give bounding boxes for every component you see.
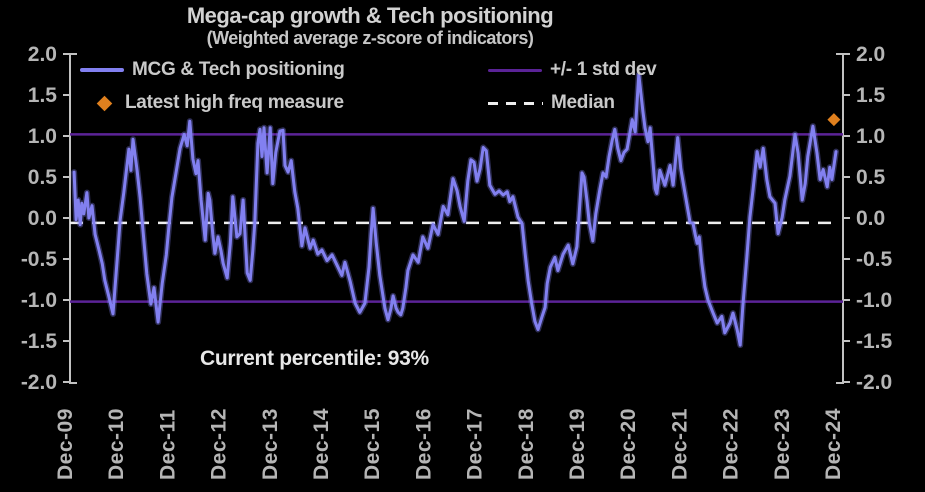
x-axis-labels: Dec-09 Dec-10 Dec-11 Dec-12 Dec-13 Dec-14 Dec-… <box>54 408 845 480</box>
legend-item-stddev: +/- 1 std dev <box>488 59 657 81</box>
y-tick-label-right: 0.0 <box>856 207 885 230</box>
annotation-current-percentile: Current percentile: 93% <box>200 347 429 370</box>
legend-label-stddev: +/- 1 std dev <box>550 59 657 80</box>
x-tick-label: Dec-18 <box>515 408 538 480</box>
stddev-line-icon <box>488 68 542 72</box>
x-tick-label: Dec-10 <box>105 408 128 480</box>
x-tick-label: Dec-23 <box>771 408 794 480</box>
y-tick-label-right: -1.0 <box>856 289 892 312</box>
y-tick-label-left: -0.5 <box>21 248 58 271</box>
legend-label-latest: Latest high freq measure <box>125 92 344 113</box>
y-tick-label-right: 1.0 <box>856 125 885 148</box>
x-tick-label: Dec-11 <box>156 409 179 480</box>
y-tick-label-left: 1.0 <box>28 125 57 148</box>
y-tick-label-left: -1.5 <box>21 330 58 353</box>
legend-item-latest: Latest high freq measure <box>96 92 344 114</box>
x-tick-label: Dec-15 <box>361 408 384 480</box>
y-tick-label-right: -1.5 <box>856 330 893 353</box>
x-tick-label: Dec-09 <box>54 408 77 480</box>
y-tick-label-left: 1.5 <box>28 84 58 107</box>
latest-measure-diamond <box>827 113 841 127</box>
series-line-icon <box>80 68 124 72</box>
stddev-lines <box>70 133 843 303</box>
y-tick-label-left: 0.5 <box>28 166 58 189</box>
x-tick-label: Dec-19 <box>566 408 589 480</box>
y-axis-labels-right: 2.0 1.5 1.0 0.5 0.0 -0.5 -1.0 -1.5 -2.0 <box>856 43 893 394</box>
chart-title: Mega-cap growth & Tech positioning <box>186 3 554 28</box>
y-axis-labels-left: 2.0 1.5 1.0 0.5 0.0 -0.5 -1.0 -1.5 -2.0 <box>21 43 58 394</box>
legend-item-median: Median <box>488 92 615 114</box>
y-tick-label-right: 0.5 <box>856 166 886 189</box>
x-tick-label: Dec-16 <box>412 408 435 480</box>
x-tick-label: Dec-17 <box>464 408 487 480</box>
chart-subtitle: (Weighted average z-score of indicators) <box>206 28 534 48</box>
axis-frame <box>63 53 850 384</box>
legend-item-positioning: MCG & Tech positioning <box>80 59 345 81</box>
x-tick-label: Dec-21 <box>668 408 691 480</box>
median-dashes-icon <box>488 101 543 105</box>
legend-label-positioning: MCG & Tech positioning <box>132 59 345 80</box>
y-tick-label-left: 2.0 <box>28 43 57 66</box>
y-tick-label-left: 0.0 <box>28 207 57 230</box>
y-tick-label-right: 1.5 <box>856 84 886 107</box>
x-tick-label: Dec-20 <box>617 408 640 480</box>
x-tick-label: Dec-13 <box>259 408 282 480</box>
y-tick-label-left: -1.0 <box>21 289 57 312</box>
y-tick-label-right: -0.5 <box>856 248 893 271</box>
y-tick-label-right: 2.0 <box>856 43 885 66</box>
x-tick-label: Dec-12 <box>208 408 231 480</box>
legend-label-median: Median <box>551 92 615 113</box>
x-tick-label: Dec-22 <box>720 408 743 480</box>
series-line <box>71 71 839 349</box>
x-tick-label: Dec-14 <box>310 408 333 480</box>
diamond-icon <box>96 95 113 111</box>
y-tick-label-left: -2.0 <box>21 371 57 394</box>
y-tick-label-right: -2.0 <box>856 371 892 394</box>
x-tick-label: Dec-24 <box>822 408 845 480</box>
